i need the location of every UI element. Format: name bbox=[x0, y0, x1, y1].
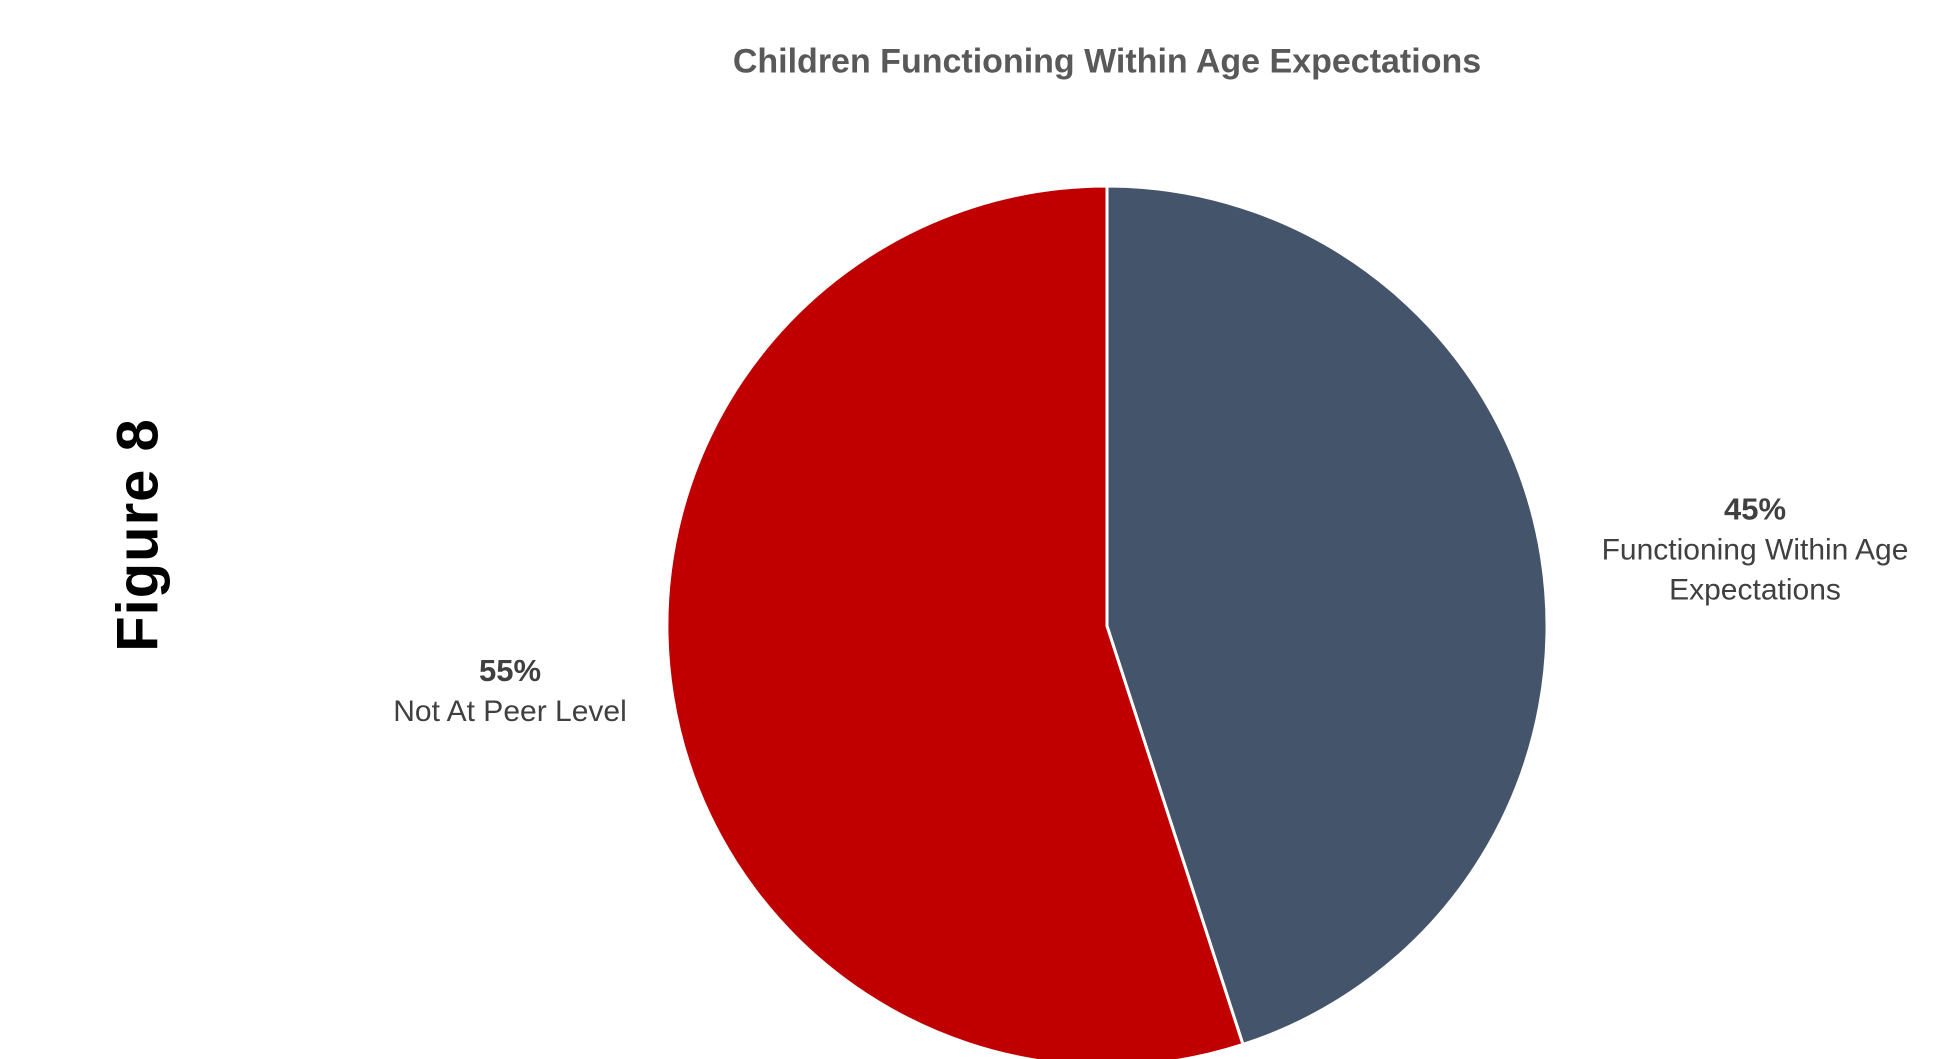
slice-label-functioning: 45% Functioning Within Age Expectations bbox=[1602, 489, 1909, 612]
slice-percent-not-at-peer: 55% bbox=[478, 652, 542, 688]
slice-percent-functioning: 45% bbox=[1723, 491, 1787, 527]
pie-slice-functioning bbox=[1105, 184, 1549, 1046]
slice-name-functioning-line2: Expectations bbox=[1669, 573, 1841, 607]
slice-name-not-at-peer: Not At Peer Level bbox=[393, 694, 627, 728]
slice-label-not-at-peer: 55% Not At Peer Level bbox=[393, 650, 626, 732]
chart-title: Children Functioning Within Age Expectat… bbox=[732, 42, 1482, 81]
pie-slice-not-at-peer bbox=[665, 184, 1245, 1059]
slice-name-functioning-line1: Functioning Within Age bbox=[1601, 533, 1909, 567]
